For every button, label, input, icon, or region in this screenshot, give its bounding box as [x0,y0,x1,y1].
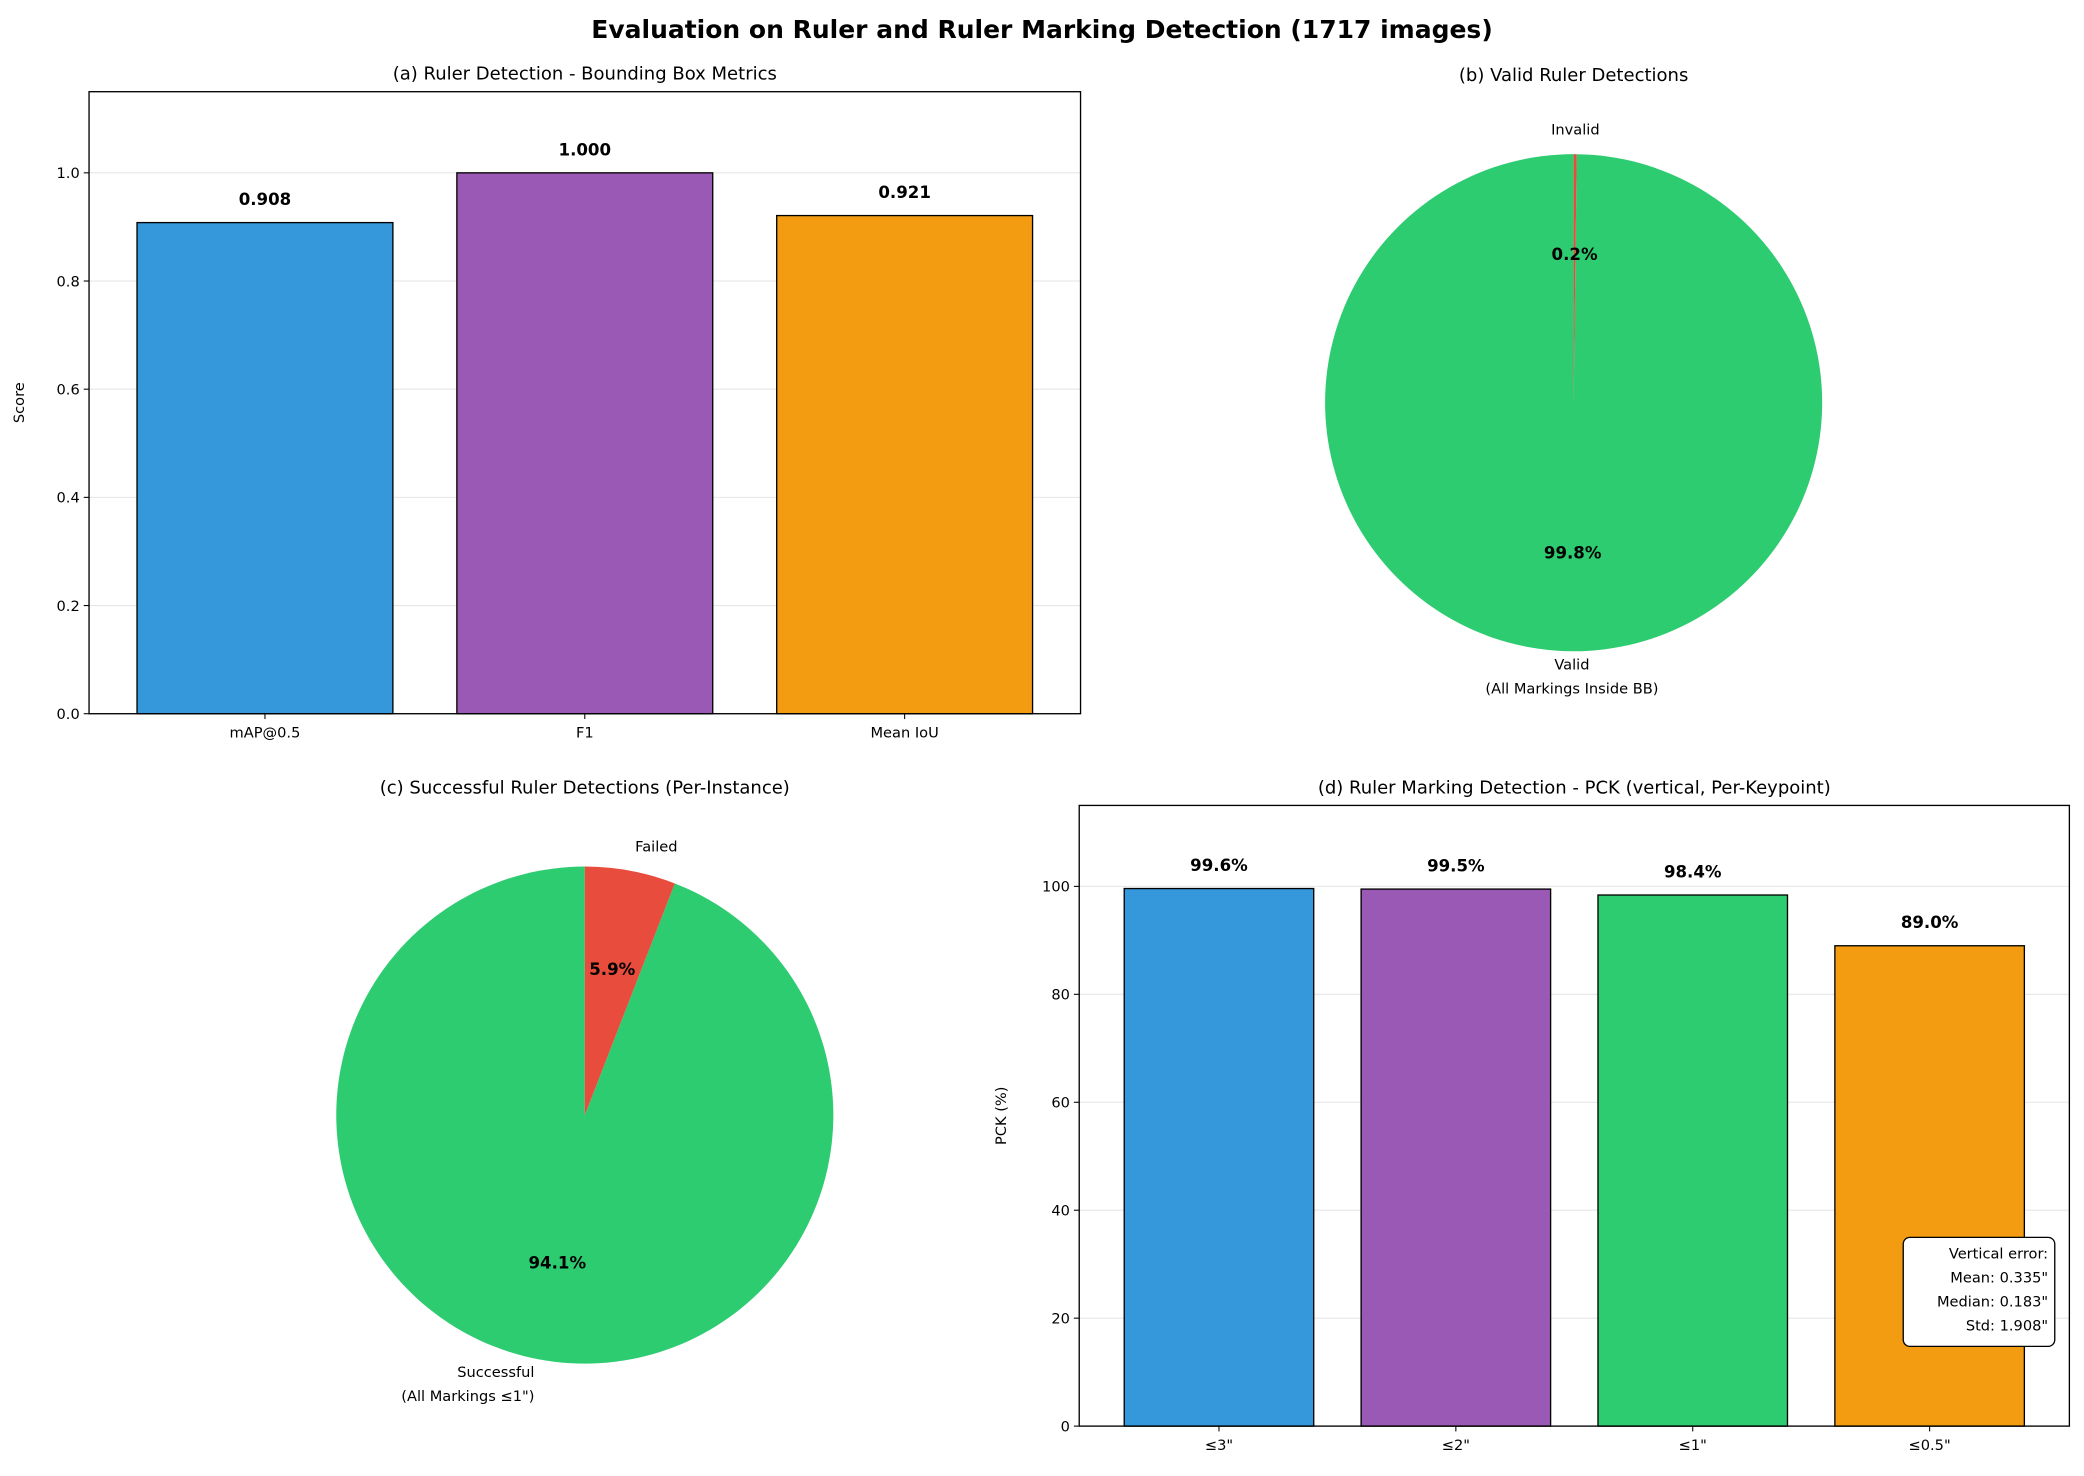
bar [776,214,1034,715]
x-tick-label: Mean IoU [870,725,938,742]
panel-a-bar-chart: (a) Ruler Detection - Bounding Box Metri… [11,64,1082,742]
bar-value-label: 89.0% [1901,913,1959,932]
pie-slice [584,866,675,1116]
x-tick-label: mAP@0.5 [230,725,301,742]
x-tick-label: ≤0.5" [1909,1437,1951,1454]
bar-value-label: 0.908 [239,190,292,209]
bar [1123,887,1315,1427]
y-tick-label: 0.4 [57,490,80,507]
bar [456,172,714,715]
x-tick-label: ≤2" [1442,1437,1470,1454]
bar [1597,894,1789,1427]
x-tick-label: ≤3" [1205,1437,1233,1454]
pie-slice [1325,154,1823,652]
pie-label: Failed [635,839,677,856]
y-tick-label: 0 [1061,1418,1070,1435]
pie-pct-label: 99.8% [1544,543,1602,562]
annotation-line: Std: 1.908" [1966,1317,2048,1334]
bar-value-label: 0.921 [878,183,931,202]
bar [136,221,394,715]
pie-pct-label: 94.1% [529,1253,587,1272]
y-tick-label: 100 [1042,879,1070,896]
pie-label: (All Markings ≤1") [401,1388,534,1405]
bar-value-label: 99.5% [1427,857,1485,876]
annotation-line: Mean: 0.335" [1950,1270,2048,1287]
pie-pct-label: 5.9% [589,960,635,979]
y-tick-label: 60 [1051,1095,1070,1112]
y-tick-label: 0.2 [57,598,80,615]
y-axis-label: Score [11,382,28,423]
panel-b-pie-chart: (b) Valid Ruler Detections 99.8% Valid (All… [1325,65,1823,697]
y-tick-label: 80 [1051,987,1070,1004]
figure-title: Evaluation on Ruler and Ruler Marking De… [591,15,1493,44]
x-tick-label: F1 [576,725,594,742]
panel-title: (d) Ruler Marking Detection - PCK (verti… [1318,777,1831,798]
pie-label: Invalid [1551,122,1600,139]
panel-title: (b) Valid Ruler Detections [1459,65,1688,86]
pie-pct-label: 0.2% [1552,245,1598,264]
panel-d-bar-chart: (d) Ruler Marking Detection - PCK (verti… [993,777,2071,1454]
y-tick-label: 1.0 [57,165,80,182]
y-tick-label: 0.0 [57,706,80,723]
panel-c-pie-chart: (c) Successful Ruler Detections (Per-Ins… [336,777,834,1405]
y-tick-label: 40 [1051,1203,1070,1220]
bar-value-label: 99.6% [1190,856,1248,875]
pie-label: Valid [1554,656,1589,673]
pie-label: (All Markings Inside BB) [1485,680,1658,697]
bar-value-label: 1.000 [559,140,612,159]
pie-label: Successful [457,1364,534,1381]
annotation-line: Median: 0.183" [1937,1293,2048,1310]
axes-frame [1078,804,2071,1427]
panel-title: (a) Ruler Detection - Bounding Box Metri… [393,64,777,85]
y-tick-label: 20 [1051,1310,1070,1327]
annotation-line: Vertical error: [1949,1246,2048,1263]
pie-slice [1573,154,1577,403]
bar [1360,888,1552,1427]
y-tick-label: 0.8 [57,273,80,290]
axes-frame [88,91,1082,715]
bar-value-label: 98.4% [1664,862,1722,881]
y-tick-label: 0.6 [57,382,80,399]
bar [1834,945,2026,1427]
panel-title: (c) Successful Ruler Detections (Per-Ins… [380,777,790,798]
x-tick-label: ≤1" [1679,1437,1707,1454]
y-axis-label: PCK (%) [993,1087,1010,1145]
annotation-box [1902,1236,2056,1348]
pie-slice [336,866,834,1364]
